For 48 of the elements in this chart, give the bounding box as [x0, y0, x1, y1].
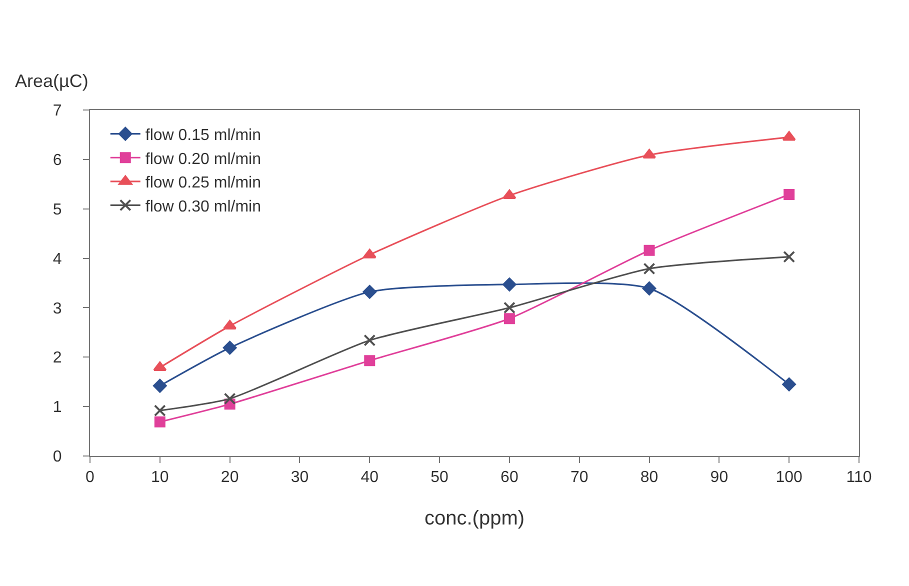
y-axis-title: Area(µC)	[15, 71, 88, 91]
y-tick-label: 7	[52, 102, 62, 120]
point	[783, 250, 796, 263]
y-tick-label: 0	[52, 448, 62, 466]
point	[154, 416, 166, 428]
point	[362, 285, 376, 299]
point	[643, 262, 656, 275]
y-tick-label: 5	[52, 201, 62, 218]
point	[153, 362, 167, 372]
x-tick-label: 30	[290, 469, 309, 486]
x-axis-title: conc.(ppm)	[424, 508, 525, 530]
y-tick-label: 1	[52, 399, 62, 416]
x-tick-label: 100	[776, 469, 803, 486]
point	[224, 392, 236, 405]
y-tick-label: 4	[52, 250, 62, 268]
point	[153, 378, 167, 393]
point	[362, 248, 376, 258]
x-tick-label: 10	[151, 469, 169, 486]
point	[154, 404, 166, 417]
point	[504, 313, 515, 324]
y-tick-label: 2	[52, 350, 62, 367]
point	[502, 190, 516, 200]
x-tick-label: 0	[86, 469, 95, 486]
point	[364, 334, 376, 346]
x-tick-label: 90	[710, 469, 728, 486]
point	[644, 244, 655, 256]
legend-label: flow 0.25 ml/min	[145, 174, 261, 192]
point	[782, 131, 796, 141]
legend-label: flow 0.15 ml/min	[145, 127, 261, 144]
x-tick-label: 70	[570, 469, 588, 486]
y-tick-label: 6	[52, 152, 62, 170]
x-tick-label: 60	[500, 469, 518, 486]
legend-label: flow 0.20 ml/min	[145, 150, 261, 168]
legend-label: flow 0.30 ml/min	[145, 198, 261, 216]
point	[784, 189, 795, 200]
x-tick-label: 50	[430, 469, 449, 486]
y-tick-label: 3	[52, 300, 62, 318]
point	[503, 302, 516, 314]
point	[782, 377, 796, 392]
x-tick-label: 80	[640, 469, 658, 486]
point	[502, 278, 516, 292]
point	[642, 148, 656, 158]
x-tick-label: 110	[846, 469, 872, 486]
x-tick-label: 40	[360, 469, 379, 486]
point	[642, 282, 656, 296]
point	[364, 355, 376, 366]
point	[222, 340, 237, 355]
x-tick-label: 20	[220, 469, 239, 486]
